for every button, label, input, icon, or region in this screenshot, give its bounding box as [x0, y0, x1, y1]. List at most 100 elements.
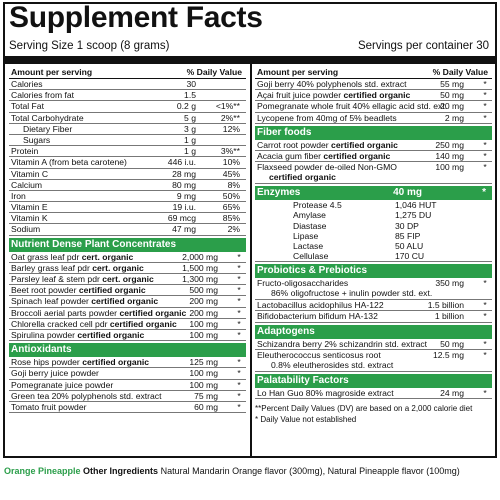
- adaptogens-section-title: Adaptogens: [257, 325, 315, 337]
- organic-label: certified organic: [78, 285, 146, 296]
- nutrient-amount: 5 g: [184, 112, 196, 123]
- enzyme-row: Lipase 85 FIP: [255, 231, 492, 241]
- organic-label: certified organic: [323, 150, 391, 161]
- dv-not-established-mark: *: [483, 112, 487, 123]
- organic-label: certified organic: [343, 90, 411, 101]
- dv-not-established-mark: *: [483, 387, 487, 398]
- nutrient-row: Total Carbohydrate 5 g 2%**: [9, 113, 246, 124]
- ingredient-amount: 140 mg: [435, 150, 464, 161]
- ingredient-row: Spinach leaf powder certified organic 200…: [9, 296, 246, 308]
- ingredient-amount: 100 mg: [189, 379, 218, 390]
- nutrient-row: Vitamin K 69 mcg 85%: [9, 213, 246, 225]
- fiber-section-title: Fiber foods: [257, 126, 312, 138]
- nutrient-row: Total Fat 0.2 g <1%**: [9, 101, 246, 113]
- nutrient-row: Sodium 47 mg 2%: [9, 224, 246, 236]
- ingredient-amount: 125 mg: [189, 357, 218, 368]
- nutrient-name: Sugars: [23, 134, 51, 145]
- nutrient-name: Calories from fat: [11, 90, 75, 101]
- right-column: Amount per serving % Daily Value Goji berr…: [255, 66, 492, 425]
- ingredient-name: Parsley leaf & stem pdr cert. organic: [11, 274, 154, 284]
- dv-not-established-mark: *: [483, 150, 487, 161]
- ingredient-row: Schizandra berry 2% schizandrin std. ext…: [255, 339, 492, 350]
- ingredient-row: Bifidobacterium bifidum HA-132 1 billion *: [255, 311, 492, 323]
- ingredient-name: Pomegranate juice powder: [11, 379, 114, 390]
- enzymes-section: Enzymes 40 mg *: [255, 186, 492, 201]
- nutrient-amount: 1 g: [184, 134, 196, 145]
- enzyme-name: Diastase: [293, 220, 327, 231]
- ingredient-row: Parsley leaf & stem pdr cert. organic 1,3…: [9, 274, 246, 286]
- ingredient-row: Eleutherococcus senticosus root 0.8% eleu…: [255, 350, 492, 372]
- dv-not-established-mark: *: [237, 296, 241, 307]
- column-header: Amount per serving % Daily Value: [9, 66, 246, 79]
- ingredient-name: Fructo-oligosaccharides: [257, 278, 349, 289]
- organic-label: cert. organic: [102, 274, 154, 284]
- ingredient-detail: 0.8% eleutherosides std. extract: [271, 359, 394, 370]
- footnotes: **Percent Daily Values (DV) are based on…: [255, 403, 492, 425]
- header-dv-label: % Daily Value: [432, 67, 488, 77]
- dv-not-established-mark: *: [237, 285, 241, 296]
- ingredient-row: Barley grass leaf pdr cert. organic 1,500…: [9, 263, 246, 274]
- nutrient-dv: 3%**: [220, 146, 240, 157]
- nutrient-row: Calories 30: [9, 79, 246, 91]
- dv-not-established-mark: *: [483, 349, 487, 360]
- organic-label: cert. organic: [92, 262, 144, 273]
- serving-size: Serving Size 1 scoop (8 grams): [9, 40, 170, 52]
- nutrient-row: Iron 9 mg 50%: [9, 190, 246, 203]
- ingredient-name: Lycopene from 40mg of 5% beadlets: [257, 112, 397, 123]
- ingredient-name: Flaxseed powder de-oiled Non-GMO: [257, 162, 397, 173]
- nutrient-row: Calories from fat 1.5: [9, 90, 246, 102]
- nutrient-row: Vitamin C 28 mg 45%: [9, 169, 246, 180]
- ingredient-amount: 350 mg: [435, 278, 464, 289]
- enzymes-star: *: [482, 187, 486, 199]
- ingredient-row: Lycopene from 40mg of 5% beadlets 2 mg *: [255, 113, 492, 124]
- flavor-name: Orange Pineapple: [4, 466, 81, 476]
- nutrient-amount: 9 mg: [176, 190, 196, 201]
- ingredient-detail: 86% oligofructose + inulin powder std. e…: [271, 288, 433, 299]
- ingredient-amount: 100 mg: [435, 162, 464, 173]
- ingredient-name: Açai fruit juice powder certified organi…: [257, 90, 411, 101]
- ingredient-name: Lactobacillus acidophilus HA-122: [257, 300, 384, 311]
- nutrient-amount: 446 i.u.: [167, 157, 196, 168]
- ingredient-name: Beet root powder certified organic: [11, 285, 146, 296]
- concentrates-section: Nutrient Dense Plant Concentrates: [9, 237, 246, 252]
- servings-per-container: Servings per container 30: [357, 40, 489, 52]
- ingredient-amount: 1,500 mg: [182, 262, 218, 273]
- organic-label: certified organic: [82, 357, 150, 368]
- nutrient-amount: 69 mcg: [167, 213, 196, 224]
- antioxidants-section-title: Antioxidants: [11, 344, 72, 356]
- nutrient-name: Total Fat: [11, 101, 44, 112]
- ingredient-amount: 50 mg: [440, 90, 464, 101]
- nutrient-dv: 65%: [222, 202, 240, 213]
- nutrient-name: Calcium: [11, 179, 43, 190]
- ingredient-amount: 200 mg: [189, 296, 218, 307]
- other-ingredients: Orange Pineapple Other Ingredients Natur…: [4, 466, 460, 476]
- ingredient-name: Broccoli aerial parts powder certified o…: [11, 307, 187, 318]
- ingredient-name: Oat grass leaf pdr cert. organic: [11, 251, 134, 262]
- ingredient-name: Pomegranate whole fruit 40% ellagic acid…: [257, 101, 448, 112]
- dv-not-established-mark: *: [483, 101, 487, 112]
- ingredient-amount: 100 mg: [189, 318, 218, 329]
- nutrient-amount: 19 i.u.: [172, 202, 196, 213]
- nutrient-name: Iron: [11, 190, 26, 201]
- panel-title: Supplement Facts: [9, 1, 263, 34]
- ingredient-amount: 200 mg: [189, 307, 218, 318]
- nutrient-amount: 30: [186, 79, 196, 89]
- ingredient-row: Fructo-oligosaccharides 86% oligofructose…: [255, 278, 492, 301]
- nutrient-name: Vitamin K: [11, 213, 48, 224]
- dv-not-established-mark: *: [237, 401, 241, 412]
- ingredient-row: Açai fruit juice powder certified organi…: [255, 90, 492, 102]
- ingredient-row: Spirulina powder certified organic 100 mg…: [9, 330, 246, 342]
- ingredient-row: Beet root powder certified organic 500 mg…: [9, 285, 246, 297]
- ingredient-row: Broccoli aerial parts powder certified o…: [9, 308, 246, 319]
- nutrient-amount: 28 mg: [172, 168, 196, 179]
- enzyme-row: Diastase 30 DP: [255, 221, 492, 231]
- enzyme-name: Lipase: [293, 230, 319, 241]
- enzyme-activity: 50 ALU: [395, 240, 424, 251]
- nutrient-name: Vitamin E: [11, 202, 48, 213]
- enzyme-row: Lactase 50 ALU: [255, 241, 492, 251]
- nutrient-row: Calcium 80 mg 8%: [9, 180, 246, 191]
- nutrient-row: Vitamin A (from beta carotene) 446 i.u. 10…: [9, 157, 246, 169]
- nutrient-row: Protein 1 g 3%**: [9, 146, 246, 158]
- enzyme-activity: 1,046 HUT: [395, 200, 437, 211]
- concentrates-section-title: Nutrient Dense Plant Concentrates: [11, 238, 177, 250]
